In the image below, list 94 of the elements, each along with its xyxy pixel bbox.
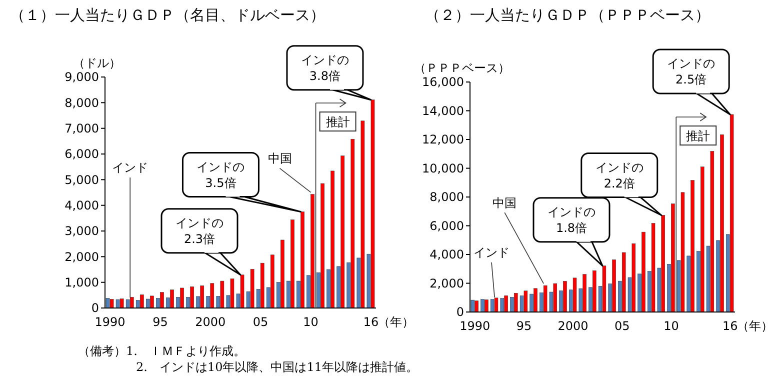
bar xyxy=(484,299,488,312)
y-tick-label: 8,000 xyxy=(64,96,99,110)
y-tick-label: 4,000 xyxy=(430,248,464,262)
annotation: インド xyxy=(112,160,148,175)
x-tick-label: 95 xyxy=(152,315,168,329)
y-tick-label: 12,000 xyxy=(422,132,464,147)
chart-title: （１）一人当たりＧＤＰ（名目、ドルベース） xyxy=(10,6,325,24)
x-axis-title: （年） xyxy=(737,319,774,333)
annotation: インドの 1.8倍 xyxy=(548,205,596,236)
bar xyxy=(180,288,184,308)
bar xyxy=(210,283,214,308)
bar xyxy=(720,134,724,312)
bar xyxy=(642,232,646,312)
bar xyxy=(632,243,636,312)
bar xyxy=(504,295,508,312)
bar xyxy=(524,290,528,312)
x-tick-label: 1990 xyxy=(94,315,126,329)
bar xyxy=(612,260,616,312)
x-tick-label: 16 xyxy=(363,315,379,329)
x-tick-label: 1990 xyxy=(460,319,490,333)
x-tick-label: 2000 xyxy=(195,315,226,329)
x-axis-title: （年） xyxy=(378,315,414,329)
bar xyxy=(120,298,124,308)
ref-line-label: 推計 xyxy=(326,115,350,129)
bar xyxy=(126,299,130,308)
bar xyxy=(260,262,264,308)
bar xyxy=(190,286,194,308)
y-tick-label: 5,000 xyxy=(64,172,99,187)
bar xyxy=(582,274,586,312)
y-axis-title: （ＰＰＰベース） xyxy=(414,61,510,75)
y-tick-label: 3,000 xyxy=(64,224,99,238)
bar xyxy=(130,297,134,308)
bar xyxy=(563,281,567,312)
bar xyxy=(340,156,345,308)
annotation: インドの 2.3倍 xyxy=(176,216,224,246)
bar xyxy=(350,138,355,308)
x-tick-label: 10 xyxy=(664,319,679,333)
y-tick-label: 8,000 xyxy=(430,190,464,204)
y-tick-label: 0 xyxy=(91,301,99,316)
bar xyxy=(106,298,110,308)
ref-line-label: 推計 xyxy=(686,129,710,143)
x-tick-label: 05 xyxy=(614,319,630,333)
bar xyxy=(280,240,284,308)
bar xyxy=(553,283,557,312)
bar xyxy=(146,298,150,308)
y-tick-label: 0 xyxy=(456,305,464,320)
text: 2. インドは10年以降、中国は11年以降は推計値。 xyxy=(136,360,418,374)
bar xyxy=(330,170,334,308)
bar xyxy=(290,220,294,308)
bar xyxy=(140,294,144,308)
bar xyxy=(470,300,475,312)
bar xyxy=(474,300,478,312)
y-tick-label: 16,000 xyxy=(422,75,464,90)
annotation: インドの 2.2倍 xyxy=(595,160,644,190)
y-tick-label: 7,000 xyxy=(64,122,99,136)
bar xyxy=(730,114,734,312)
bar xyxy=(270,254,274,308)
bar xyxy=(510,297,514,312)
bar xyxy=(534,288,538,312)
bar xyxy=(170,290,174,308)
bar xyxy=(160,292,164,308)
annotation: 中国 xyxy=(492,196,517,210)
bar xyxy=(320,183,324,308)
y-tick-label: 10,000 xyxy=(422,161,464,176)
x-tick-label: 10 xyxy=(303,315,318,329)
y-tick-label: 1,000 xyxy=(64,276,99,290)
bar xyxy=(480,299,484,312)
annotation: インドの 3.8倍 xyxy=(300,53,349,84)
text: （備考）1. ＩＭＦより作成。 xyxy=(78,344,246,358)
bar xyxy=(150,296,154,308)
x-tick-label: 16 xyxy=(722,319,738,333)
bar xyxy=(661,215,665,312)
bar xyxy=(200,286,204,308)
annotation: インド xyxy=(474,246,510,260)
bar xyxy=(300,212,304,308)
x-tick-label: 2000 xyxy=(558,319,588,333)
y-axis-title: （ドル） xyxy=(73,56,121,70)
bar xyxy=(690,180,694,312)
bar xyxy=(710,151,714,312)
x-tick-label: 95 xyxy=(516,319,532,333)
annotation: インドの 3.5倍 xyxy=(196,160,245,190)
y-tick-label: 2,000 xyxy=(64,250,99,264)
y-tick-label: 6,000 xyxy=(430,218,464,233)
annotation: 中国 xyxy=(268,151,292,166)
bar xyxy=(490,299,494,312)
y-tick-label: 6,000 xyxy=(64,147,99,162)
y-tick-label: 14,000 xyxy=(422,104,464,118)
chart-title: （２）一人当たりＧＤＰ（ＰＰＰベース） xyxy=(425,6,710,24)
y-tick-label: 9,000 xyxy=(64,70,99,84)
x-tick-label: 05 xyxy=(252,315,268,329)
annotation: インドの 2.5倍 xyxy=(667,56,716,87)
y-tick-label: 2,000 xyxy=(430,276,464,290)
bar xyxy=(370,100,375,308)
y-tick-label: 4,000 xyxy=(64,198,99,213)
